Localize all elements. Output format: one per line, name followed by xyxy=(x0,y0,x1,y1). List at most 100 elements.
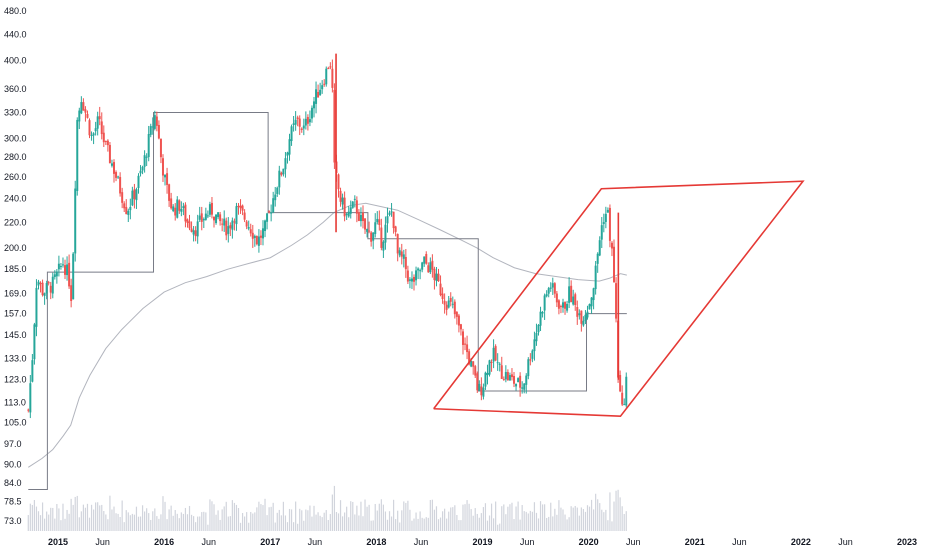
candle-body xyxy=(313,101,316,109)
volume-bar xyxy=(329,514,331,531)
candle-body xyxy=(200,213,203,222)
x-tick-label: Jun xyxy=(520,537,535,547)
volume-bar xyxy=(172,515,174,531)
volume-bar xyxy=(176,513,178,531)
candle-body xyxy=(292,123,295,125)
volume-bar xyxy=(309,505,311,531)
volume-bar xyxy=(219,519,221,531)
candle-body xyxy=(64,265,67,275)
candle-body xyxy=(237,205,240,207)
volume-bar xyxy=(466,500,468,531)
volume-bar xyxy=(44,518,46,531)
volume-bar xyxy=(382,504,384,531)
volume-bar xyxy=(570,506,572,531)
candle-body xyxy=(504,372,507,380)
volume-bar xyxy=(205,512,207,531)
volume-bar xyxy=(274,522,276,531)
volume-bar xyxy=(95,502,97,531)
volume-bar xyxy=(586,505,589,531)
candle-body xyxy=(341,197,344,205)
candle-body xyxy=(359,214,362,222)
x-axis[interactable]: 2015 Jun 2016 Jun 2017 Jun 2018 Jun 2019 Jun 2020 J… xyxy=(48,537,917,547)
volume-bar xyxy=(29,503,31,531)
candle-body xyxy=(33,324,36,360)
volume-bar xyxy=(527,513,529,531)
volume-bar xyxy=(270,506,272,531)
volume-bar xyxy=(211,501,213,531)
candle-body xyxy=(94,128,97,132)
candle-body xyxy=(98,116,101,120)
volume-bar xyxy=(452,507,454,531)
volume-bar xyxy=(450,507,452,531)
volume-bar xyxy=(121,500,123,531)
candle-body xyxy=(596,253,599,264)
y-tick-label: 185.0 xyxy=(4,264,27,274)
volume-bar xyxy=(41,502,44,531)
candle-body xyxy=(429,262,432,273)
candle-body xyxy=(47,282,50,284)
y-axis[interactable]: 480.0 440.0 400.0 360.0 330.0 300.0 280.0 260.0… xyxy=(4,6,27,526)
candle-body xyxy=(253,235,256,239)
candle-body xyxy=(433,268,436,281)
candle-body xyxy=(243,212,246,220)
candle-body xyxy=(315,89,318,104)
volume-bar xyxy=(92,509,95,531)
volume-bar xyxy=(597,499,599,531)
candle-body xyxy=(174,207,177,216)
volume-bar xyxy=(105,514,107,531)
volume-bar xyxy=(423,518,425,531)
volume-bar xyxy=(529,510,531,531)
candlestick-series[interactable] xyxy=(27,59,628,419)
candle-body xyxy=(459,324,462,330)
drawing-tools-layer[interactable] xyxy=(335,53,805,418)
x-tick-label: 2017 xyxy=(260,537,280,547)
volume-bar xyxy=(603,512,605,531)
volume-bar xyxy=(37,511,40,531)
y-tick-label: 400.0 xyxy=(4,55,27,65)
volume-bar xyxy=(292,522,295,531)
volume-bar xyxy=(364,499,366,531)
volume-bar xyxy=(593,509,595,531)
candle-body xyxy=(53,274,56,278)
volume-bar xyxy=(246,512,248,531)
candle-body xyxy=(513,376,516,384)
volume-bar xyxy=(188,505,191,531)
candle-body xyxy=(329,66,332,68)
candle-body xyxy=(396,234,399,254)
candle-body xyxy=(376,218,379,223)
candle-body xyxy=(188,221,191,229)
candle-body xyxy=(184,204,187,222)
volume-bar xyxy=(107,519,109,531)
candle-body xyxy=(223,218,226,226)
volume-bar xyxy=(50,507,52,531)
candle-body xyxy=(125,207,128,215)
volume-bar xyxy=(115,513,117,531)
volume-bar xyxy=(201,512,203,531)
volume-bar xyxy=(531,511,533,531)
y-tick-label: 360.0 xyxy=(4,84,27,94)
volume-bar xyxy=(168,509,170,531)
volume-bar xyxy=(101,504,103,531)
moving-average-layer xyxy=(28,202,627,468)
volume-bar xyxy=(80,511,82,531)
candle-body xyxy=(261,228,264,239)
candle-body xyxy=(143,155,146,167)
candle-body xyxy=(621,392,624,405)
candle-body xyxy=(502,378,505,380)
volume-bar xyxy=(427,517,429,531)
candle-body xyxy=(353,198,356,200)
candle-body xyxy=(568,286,571,303)
candle-body xyxy=(86,113,89,118)
y-tick-label: 78.5 xyxy=(4,496,22,506)
x-tick-label: Jun xyxy=(308,537,323,547)
volume-bar xyxy=(464,504,466,531)
candle-body xyxy=(57,263,60,270)
candle-body xyxy=(547,288,550,294)
candle-body xyxy=(529,359,532,361)
y-tick-label: 113.0 xyxy=(4,398,26,408)
candle-body xyxy=(137,175,140,189)
candle-body xyxy=(582,320,585,326)
volume-bar xyxy=(368,504,370,531)
moving-average-line xyxy=(28,202,627,468)
